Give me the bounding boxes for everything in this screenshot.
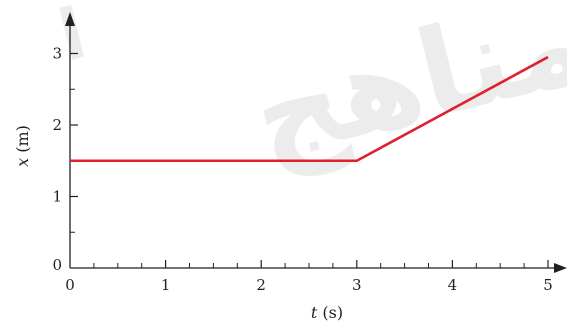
x-axis-label-var: t — [311, 303, 318, 322]
x-tick-label: 1 — [161, 276, 171, 294]
y-tick-label: 1 — [52, 188, 62, 206]
position-line — [70, 55, 549, 163]
y-axis-label: x (m) — [13, 125, 32, 167]
x-tick-label: 3 — [352, 276, 362, 294]
watermark: مناهج ا — [51, 0, 567, 187]
watermark-small-text: ا — [51, 0, 94, 77]
tick-labels: 0 1 2 3 4 5 0 1 2 3 — [52, 45, 552, 295]
axes — [65, 12, 567, 273]
x-tick-label: 4 — [448, 276, 458, 294]
y-axis-label-unit: (m) — [13, 125, 32, 158]
series — [70, 55, 549, 163]
y-tick-label: 0 — [52, 256, 62, 274]
watermark-text: مناهج — [239, 0, 567, 187]
x-axis-label-unit: (s) — [317, 303, 343, 322]
x-axis-arrow — [554, 263, 567, 273]
x-tick-label: 0 — [65, 276, 75, 294]
y-tick-label: 3 — [52, 45, 62, 63]
x-axis-label: t (s) — [311, 303, 343, 322]
y-axis-arrow — [65, 12, 75, 26]
x-tick-label: 5 — [543, 276, 553, 294]
x-tick-label: 2 — [256, 276, 266, 294]
y-tick-label: 2 — [52, 116, 62, 134]
y-axis-label-var: x — [13, 158, 32, 167]
